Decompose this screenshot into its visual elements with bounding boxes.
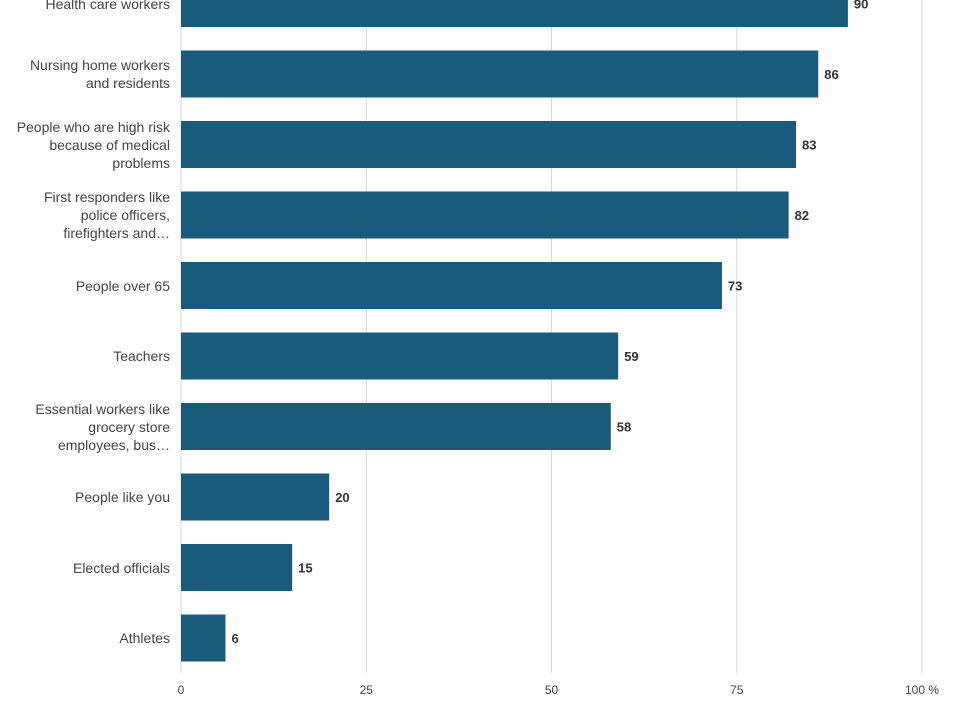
data-label: 20: [335, 490, 349, 505]
data-label: 73: [728, 279, 742, 294]
category-label-line: People over 65: [75, 277, 170, 294]
bar: [181, 473, 330, 521]
x-tick-label: 50: [545, 683, 559, 697]
category-label-line: Nursing home workers: [29, 57, 170, 73]
bar: [181, 544, 293, 591]
bar: [181, 614, 226, 662]
category-label: Health care workers: [0, 0, 171, 13]
category-label-line: People who are high risk: [16, 118, 170, 135]
category-label: First responders like police officers, fir…: [0, 188, 170, 242]
category-label-line: Essential workers like: [35, 400, 170, 417]
category-label-line: grocery store: [88, 418, 170, 435]
bar: [181, 332, 619, 380]
category-label-line: First responders like: [43, 189, 170, 205]
data-label: 90: [854, 0, 868, 12]
category-label-line: employees, bus…: [57, 436, 170, 453]
data-label: 58: [617, 420, 631, 435]
bar: [181, 191, 789, 239]
category-label-line: problems: [112, 154, 170, 171]
x-tick-label: 25: [360, 683, 374, 697]
category-label-line: Teachers: [113, 348, 170, 364]
category-label: Nursing home workers and residents: [0, 56, 170, 92]
bar: [181, 121, 797, 168]
x-tick-label: 0: [178, 683, 185, 697]
data-label: 86: [824, 67, 838, 82]
category-label: Athletes: [0, 629, 170, 647]
data-label: 83: [802, 138, 816, 153]
category-label: Essential workers like grocery store emplo…: [0, 400, 170, 454]
category-label: People over 65: [0, 277, 170, 295]
category-label-line: because of medical: [49, 136, 170, 153]
x-tick-label: 100 %: [905, 683, 939, 697]
data-label: 82: [795, 208, 809, 223]
category-label: People who are high risk because of medic…: [0, 118, 170, 172]
bar: [181, 262, 722, 309]
bar: [181, 0, 848, 27]
bar: [181, 403, 611, 450]
category-label-line: Elected officials: [72, 559, 170, 576]
footnote: [0, 708, 980, 720]
category-label-line: and residents: [85, 75, 170, 91]
data-label: 15: [298, 561, 312, 576]
category-label-line: Health care workers: [45, 0, 171, 12]
category-label-line: firefighters and…: [63, 225, 170, 241]
category-label: People like you: [0, 488, 170, 506]
category-label: Teachers: [0, 347, 170, 365]
x-tick-label: 75: [730, 683, 744, 697]
category-label-line: Athletes: [119, 630, 170, 646]
bar: [181, 50, 819, 98]
category-label-line: People like you: [75, 489, 170, 505]
data-label: 59: [624, 349, 638, 364]
data-label: 6: [231, 631, 238, 646]
category-label: Elected officials: [0, 559, 170, 577]
category-label-line: police officers,: [80, 207, 170, 223]
